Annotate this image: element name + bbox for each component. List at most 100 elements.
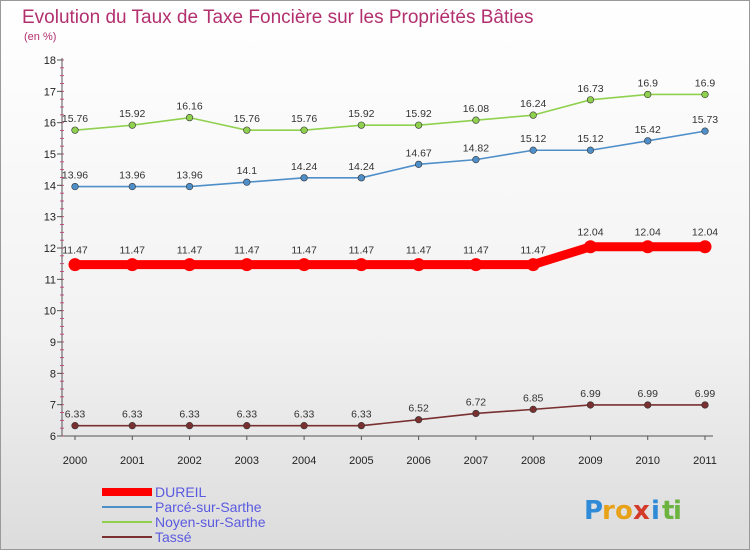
data-label: 14.24: [348, 161, 374, 173]
y-tick-label: 15: [44, 149, 56, 161]
data-label: 12.04: [635, 227, 661, 239]
data-point: [240, 258, 254, 272]
data-point: [472, 409, 480, 418]
data-label: 16.24: [520, 98, 546, 110]
data-point: [701, 401, 709, 409]
data-point: [415, 416, 423, 424]
data-point: [300, 126, 308, 134]
series-line: [74, 93, 706, 131]
data-label: 11.47: [120, 245, 146, 257]
series-2: 15.76 15.92 16.16 15.76 15.76 15.92 15.92 16.08…: [62, 77, 716, 134]
data-point: [357, 174, 365, 182]
logo-letter: P: [584, 496, 603, 526]
data-label: 6.85: [523, 392, 544, 404]
data-label: 6.33: [294, 409, 315, 421]
x-tick-label: 2008: [521, 455, 545, 467]
data-point: [415, 121, 423, 129]
legend-label-3: Tassé: [155, 529, 192, 545]
series-line: [70, 242, 710, 270]
x-tick-label: 2003: [235, 455, 259, 467]
data-point: [71, 182, 79, 191]
data-point: [583, 240, 597, 254]
x-tick-label: 2011: [693, 455, 717, 467]
data-point: [183, 258, 197, 272]
data-label: 14.82: [463, 143, 489, 155]
legend-label-1: Parcé-sur-Sarthe: [155, 499, 262, 515]
logo-letter: o: [615, 496, 633, 526]
data-label: 15.92: [405, 108, 431, 120]
x-tick-label: 2004: [292, 455, 316, 467]
data-label: 16.9: [695, 77, 716, 89]
legend: DUREILParcé-sur-SartheNoyen-sur-SartheTa…: [102, 484, 266, 545]
data-point: [644, 90, 652, 99]
y-tick-label: 18: [44, 55, 56, 67]
logo-letter: i: [673, 496, 682, 526]
series-1: 13.96 13.96 13.96 14.1 14.24 14.24 14.67 14.82 1…: [62, 114, 718, 191]
proxiti-logo: Pr o x i ti: [584, 496, 682, 526]
data-point: [469, 258, 483, 272]
data-point: [243, 126, 251, 134]
data-point: [354, 258, 368, 272]
data-label: 6.99: [695, 388, 716, 400]
legend-label-0: DUREIL: [155, 484, 207, 500]
data-label: 15.12: [577, 133, 603, 145]
data-point: [529, 111, 537, 119]
data-point: [644, 137, 652, 145]
data-point: [472, 116, 480, 124]
data-label: 15.12: [520, 133, 546, 145]
data-label: 11.47: [234, 245, 260, 257]
data-point: [701, 127, 709, 135]
data-point: [586, 96, 595, 104]
legend-label-2: Noyen-sur-Sarthe: [155, 514, 266, 530]
data-point: [586, 146, 595, 154]
y-tick-label: 11: [45, 274, 56, 286]
y-tick-label: 17: [44, 86, 56, 98]
data-label: 15.92: [348, 108, 374, 120]
series-0: 11.47 11.47 11.47 11.47 11.47 11.47 11.47 11.47…: [62, 227, 718, 272]
y-tick-label: 13: [44, 212, 56, 224]
data-point: [586, 401, 595, 409]
data-point: [412, 258, 426, 272]
x-tick-label: 2000: [63, 455, 87, 467]
x-tick-label: 2001: [120, 455, 144, 467]
data-label: 15.76: [234, 113, 260, 125]
axes: 6 7 8 9 10 11 12 13 14 15 16 17 18 2000 2001 2002 2003 20…: [44, 55, 717, 467]
y-tick-label: 14: [44, 180, 56, 192]
data-label: 16.08: [463, 103, 489, 115]
series-3: 6.33 6.33 6.33 6.33 6.33 6.33 6.52 6.72 6.85 6.99…: [65, 388, 716, 430]
y-tick-label: 6: [50, 431, 56, 443]
x-tick-label: 2005: [349, 455, 373, 467]
data-label: 15.76: [291, 113, 317, 125]
chart-title: Evolution du Taux de Taxe Foncière sur l…: [22, 7, 534, 28]
data-label: 15.76: [62, 113, 88, 125]
y-tick-label: 8: [50, 368, 56, 380]
data-label: 6.33: [351, 409, 372, 421]
series-line: [74, 130, 706, 188]
data-label: 15.92: [119, 108, 145, 120]
data-label: 11.47: [62, 245, 88, 257]
data-label: 6.33: [122, 409, 143, 421]
data-label: 12.04: [692, 227, 718, 239]
data-label: 16.16: [176, 101, 202, 113]
y-tick-label: 7: [50, 400, 56, 412]
data-label: 11.47: [291, 245, 317, 257]
data-label: 16.9: [638, 77, 659, 89]
data-label: 6.72: [466, 396, 487, 408]
y-tick-label: 9: [50, 337, 56, 349]
data-point: [128, 182, 136, 191]
data-point: [698, 240, 712, 254]
data-label: 15.73: [692, 114, 718, 126]
data-point: [529, 405, 537, 413]
data-point: [300, 174, 308, 182]
data-point: [71, 126, 79, 134]
data-point: [472, 156, 480, 164]
x-tick-label: 2009: [578, 455, 602, 467]
chart-subtitle: (en %): [24, 31, 56, 43]
data-point: [641, 240, 655, 254]
data-point: [300, 422, 308, 430]
data-label: 11.47: [349, 245, 375, 257]
data-label: 14.67: [405, 147, 431, 159]
x-tick-label: 2007: [464, 455, 488, 467]
data-label: 13.96: [176, 170, 202, 182]
